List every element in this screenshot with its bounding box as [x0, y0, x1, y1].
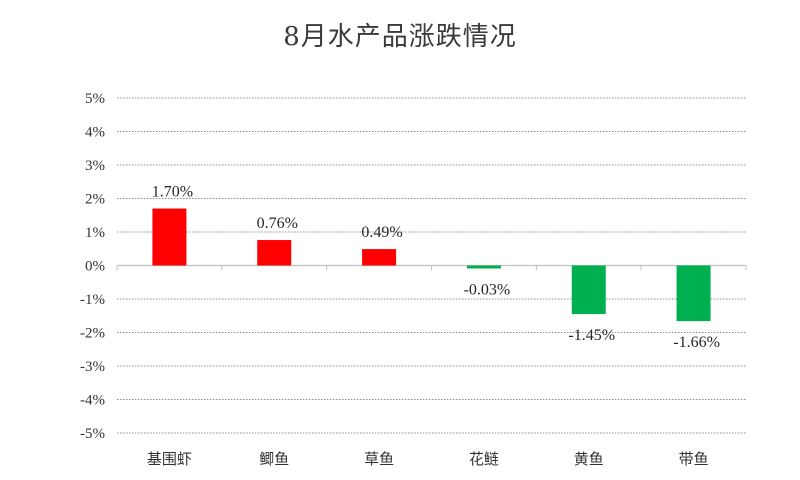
- y-tick-label: 1%: [85, 225, 105, 241]
- y-tick-label: 0%: [85, 259, 105, 275]
- data-label: -0.03%: [464, 282, 511, 299]
- x-tick-label: 黄鱼: [574, 450, 604, 468]
- y-tick-label: 4%: [85, 125, 105, 141]
- y-tick-label: 5%: [85, 91, 105, 107]
- bar: [257, 240, 292, 266]
- data-label: 1.70%: [152, 184, 193, 201]
- bar: [362, 249, 397, 266]
- data-label: 0.49%: [361, 224, 402, 241]
- y-tick-label: -2%: [80, 326, 105, 342]
- bar: [152, 208, 187, 266]
- bar: [571, 265, 606, 315]
- y-tick-label: 3%: [85, 158, 105, 174]
- x-tick-label: 鲫鱼: [259, 450, 289, 468]
- y-tick-label: -4%: [80, 393, 105, 409]
- x-tick-label: 基围虾: [147, 450, 192, 468]
- bar: [466, 265, 501, 269]
- chart-title: 8月水产品涨跌情况: [283, 22, 517, 52]
- y-tick-label: 2%: [85, 192, 105, 208]
- data-label: -1.45%: [568, 327, 615, 344]
- y-tick-label: -1%: [80, 292, 105, 308]
- x-tick-label: 花鲢: [469, 450, 499, 468]
- data-label: 0.76%: [257, 215, 298, 232]
- y-tick-label: -5%: [80, 426, 105, 442]
- x-tick-label: 带鱼: [679, 450, 709, 468]
- bar: [676, 265, 711, 322]
- y-tick-label: -3%: [80, 359, 105, 375]
- x-tick-label: 草鱼: [364, 450, 394, 468]
- data-label: -1.66%: [673, 334, 720, 351]
